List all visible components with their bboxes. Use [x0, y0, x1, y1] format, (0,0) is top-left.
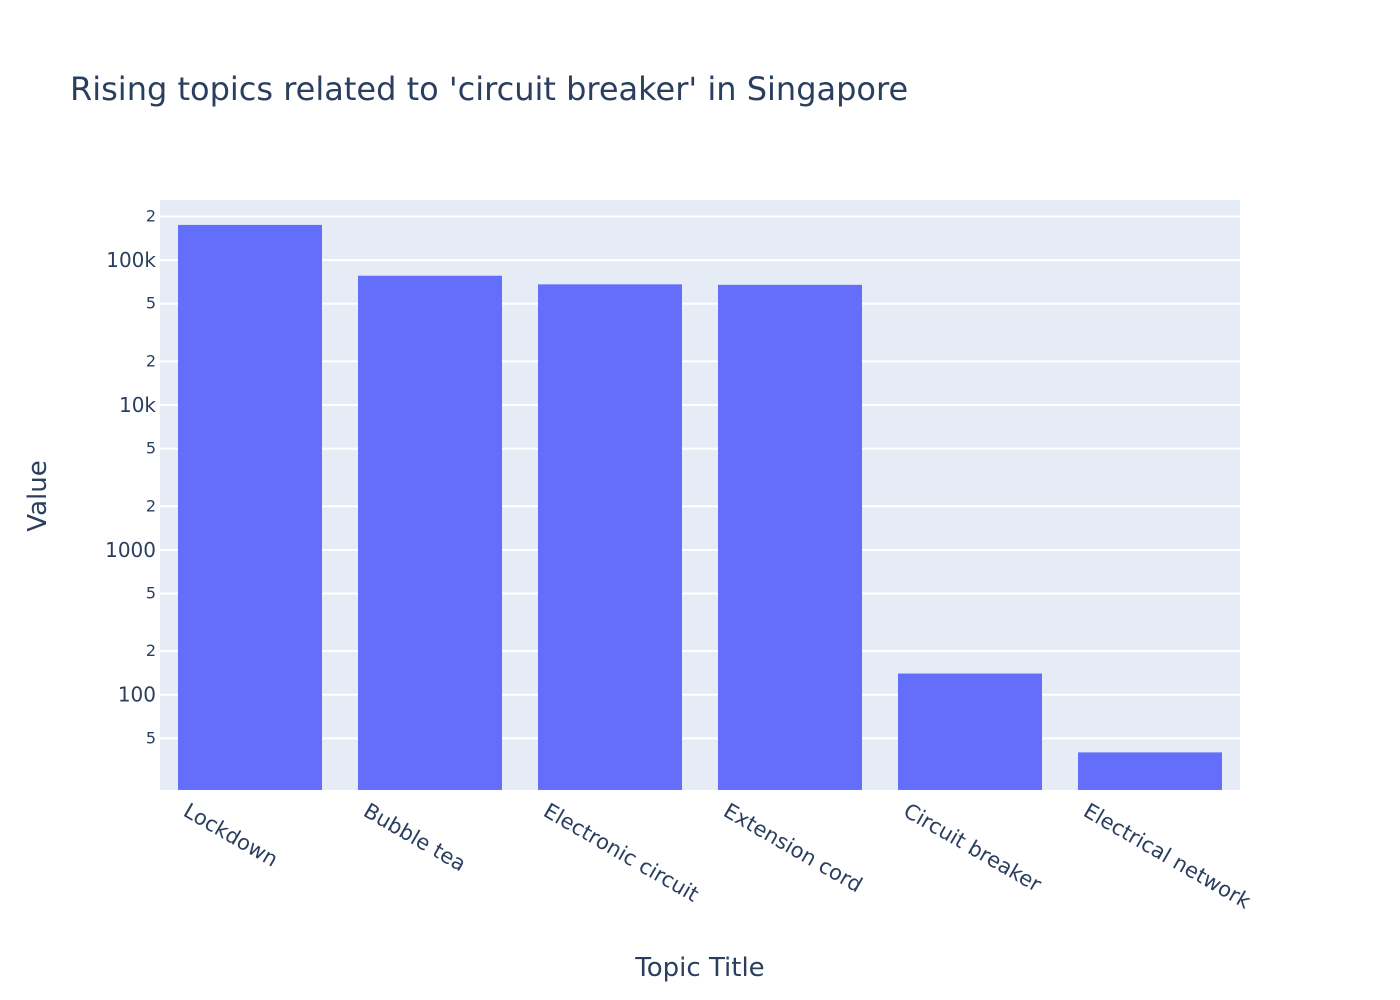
x-tick-label: Lockdown [180, 799, 283, 872]
y-tick-label: 2 [146, 496, 156, 515]
bar [538, 284, 682, 790]
x-axis-title: Topic Title [634, 953, 764, 983]
y-tick-label: 2 [146, 641, 156, 660]
y-tick-label: 100 [118, 683, 156, 707]
y-tick-label: 10k [119, 393, 156, 417]
bar [898, 673, 1042, 790]
y-axis-title: Value [23, 460, 53, 531]
bars [178, 224, 1222, 790]
y-tick-label: 2 [146, 207, 156, 226]
y-tick-label: 100k [106, 248, 156, 272]
x-tick-label: Bubble tea [360, 799, 471, 877]
x-tick-label: Circuit breaker [900, 799, 1046, 897]
grid-lines [160, 215, 1240, 740]
plot-area [160, 200, 1240, 790]
y-tick-label: 2 [146, 351, 156, 370]
x-axis-ticks: Lockdown Bubble tea Electronic circuit Exte… [180, 799, 1256, 914]
y-tick-label: 5 [146, 439, 156, 458]
y-tick-label: 5 [146, 294, 156, 313]
y-tick-label: 1000 [105, 538, 156, 562]
bar [718, 284, 862, 790]
bar [358, 275, 502, 790]
x-tick-label: Electronic circuit [540, 799, 703, 907]
chart-title: Rising topics related to 'circuit breake… [70, 70, 908, 108]
y-tick-label: 5 [146, 728, 156, 747]
bar [1078, 752, 1222, 790]
y-axis-ticks: 100 1000 10k 100k 5 2 5 2 5 2 5 2 [105, 207, 156, 748]
x-tick-label: Electrical network [1080, 799, 1256, 914]
y-tick-label: 5 [146, 583, 156, 602]
x-tick-label: Extension cord [720, 799, 867, 898]
bar [178, 224, 322, 790]
